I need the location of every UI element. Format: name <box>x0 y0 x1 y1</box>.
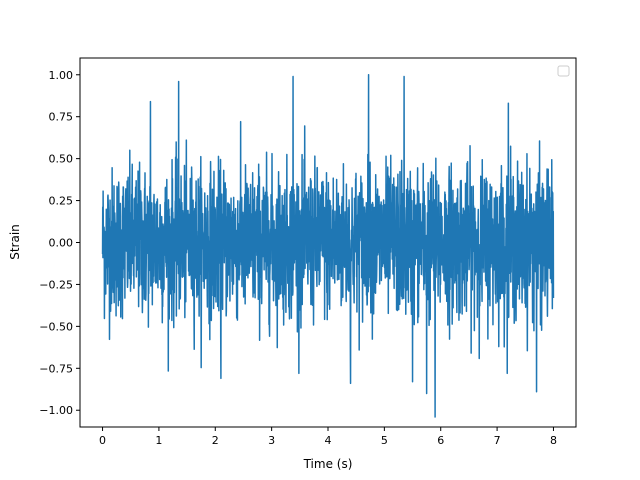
strain-series-line <box>101 74 555 418</box>
y-tick-label: −0.75 <box>39 362 73 375</box>
x-tick-label: 8 <box>550 434 557 447</box>
y-tick-label: −0.25 <box>39 278 73 291</box>
x-tick-label: 2 <box>212 434 219 447</box>
y-tick-label: 0.75 <box>49 111 74 124</box>
x-tick-label: 6 <box>437 434 444 447</box>
y-tick-label: −0.50 <box>39 320 73 333</box>
axes-frame <box>79 57 577 428</box>
y-axis-label: Strain <box>8 224 22 260</box>
x-tick-label: 4 <box>325 434 332 447</box>
x-tick-label: 3 <box>268 434 275 447</box>
y-tick-label: 0.00 <box>49 237 74 250</box>
x-tick-label: 7 <box>494 434 501 447</box>
x-axis-label: Time (s) <box>303 457 353 471</box>
x-tick-label: 0 <box>99 434 106 447</box>
ticks-layer: 0 1 2 3 4 5 6 7 8 −1.00 −0.75 −0.50 −0.25 0.00 0.25 0.5… <box>39 69 557 447</box>
y-tick-label: 0.25 <box>49 195 74 208</box>
y-tick-label: 1.00 <box>49 69 74 82</box>
legend-box <box>557 65 570 77</box>
series-layer <box>101 74 555 418</box>
x-tick-label: 1 <box>155 434 162 447</box>
x-tick-label: 5 <box>381 434 388 447</box>
y-tick-label: 0.50 <box>49 153 74 166</box>
y-tick-label: −1.00 <box>39 404 73 417</box>
